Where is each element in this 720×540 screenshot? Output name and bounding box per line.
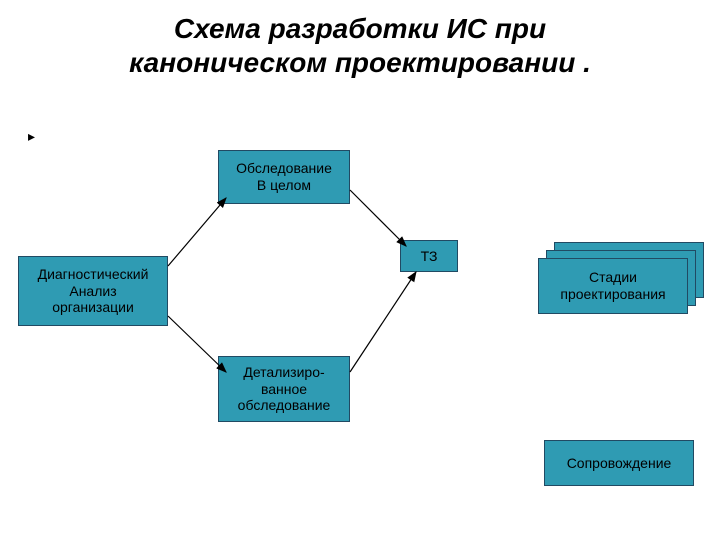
detailed-survey-line2: ванное: [261, 381, 307, 397]
bullet-glyph: ▸: [28, 128, 35, 144]
detailed-survey-line1: Детализиро-: [243, 364, 324, 380]
design-stages-line1: Стадии: [589, 269, 637, 285]
bullet-marker: ▸: [28, 128, 35, 145]
node-survey-whole: Обследование В целом: [218, 150, 350, 204]
support-label: Сопровождение: [567, 455, 672, 472]
node-design-stages: Стадии проектирования: [538, 258, 688, 314]
survey-whole-line2: В целом: [257, 177, 311, 193]
title-line2: каноническом проектировании .: [129, 47, 591, 78]
detailed-survey-line3: обследование: [238, 397, 331, 413]
design-stages-line2: проектирования: [560, 286, 665, 302]
node-tz: ТЗ: [400, 240, 458, 272]
page-title: Схема разработки ИС при каноническом про…: [0, 12, 720, 79]
title-line1: Схема разработки ИС при: [174, 13, 546, 44]
arrow-detailed_survey-to-tz: [350, 272, 416, 372]
diag-analysis-line1: Диагностический: [38, 266, 149, 282]
node-support: Сопровождение: [544, 440, 694, 486]
arrow-survey_whole-to-tz: [350, 190, 406, 246]
diag-analysis-line3: организации: [52, 299, 134, 315]
node-detailed-survey: Детализиро- ванное обследование: [218, 356, 350, 422]
tz-label: ТЗ: [421, 248, 438, 265]
diag-analysis-line2: Анализ: [69, 283, 116, 299]
node-diag-analysis: Диагностический Анализ организации: [18, 256, 168, 326]
arrow-diag_analysis-to-survey_whole: [168, 198, 226, 266]
survey-whole-line1: Обследование: [236, 160, 332, 176]
